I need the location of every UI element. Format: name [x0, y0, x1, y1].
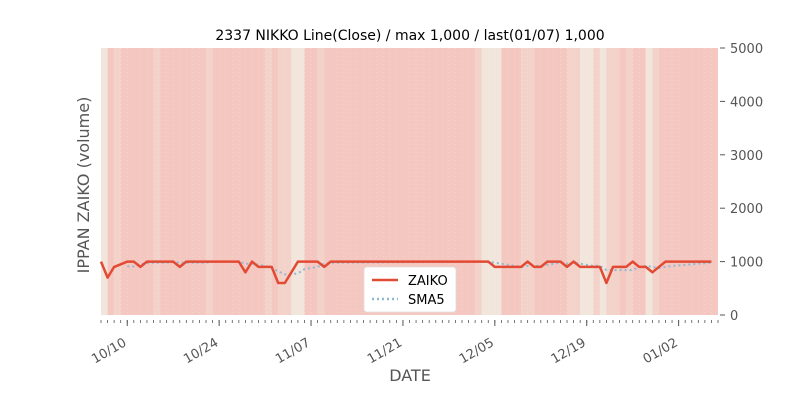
- background-band: [153, 48, 161, 315]
- background-band: [291, 48, 305, 315]
- background-band: [645, 48, 653, 315]
- x-axis-label: DATE: [389, 366, 431, 385]
- background-band: [632, 48, 646, 315]
- background-band: [212, 48, 266, 315]
- background-band: [265, 48, 272, 315]
- background-band: [160, 48, 207, 315]
- legend: ZAIKO SMA5: [363, 266, 457, 313]
- background-band: [606, 48, 620, 315]
- background-band: [107, 48, 115, 315]
- x-tick-label: 11/07: [273, 335, 313, 367]
- y-axis-label: IPPAN ZAIKO (volume): [74, 97, 93, 274]
- background-band: [521, 48, 535, 315]
- background-band: [114, 48, 121, 315]
- series-line-zaiko: [99, 260, 712, 285]
- background-band: [652, 48, 659, 315]
- background-band: [120, 48, 154, 315]
- x-tick-label: 10/10: [89, 335, 129, 367]
- chart-title: 2337 NIKKO Line(Close) / max 1,000 / las…: [215, 28, 604, 44]
- background-bands: [100, 48, 719, 315]
- y-tick-label: 4000: [730, 95, 763, 110]
- background-band: [271, 48, 279, 315]
- background-band: [580, 48, 594, 315]
- background-band: [567, 48, 581, 315]
- background-band: [534, 48, 568, 315]
- background-band: [317, 48, 325, 315]
- background-band: [278, 48, 292, 315]
- background-band: [206, 48, 213, 315]
- x-tick-label: 10/24: [181, 335, 221, 367]
- y-tick-label: 5000: [730, 42, 763, 57]
- y-tick-label: 2000: [730, 202, 763, 217]
- x-tick-label: 11/21: [365, 335, 405, 367]
- background-band: [475, 48, 482, 315]
- background-band: [619, 48, 627, 315]
- x-axis-ticks: 10/10 10/24 11/07 11/21 12/05 12/19 01/02: [89, 320, 719, 367]
- x-tick-label: 12/05: [457, 335, 497, 367]
- series-line-sma5: [127, 260, 712, 276]
- background-band: [593, 48, 600, 315]
- background-band: [304, 48, 318, 315]
- y-tick-label: 0: [730, 309, 738, 324]
- series-lines: [99, 260, 712, 285]
- y-axis-ticks: 0 1000 2000 3000 4000 5000: [720, 42, 763, 324]
- background-band: [658, 48, 718, 315]
- y-tick-label: 3000: [730, 149, 763, 164]
- legend-sma5-label: SMA5: [408, 293, 445, 308]
- background-band: [626, 48, 633, 315]
- background-band: [599, 48, 607, 315]
- x-tick-label: 12/19: [549, 335, 589, 367]
- background-band: [101, 48, 108, 315]
- y-tick-label: 1000: [730, 256, 763, 271]
- x-tick-label: 01/02: [641, 335, 681, 367]
- background-band: [481, 48, 502, 315]
- legend-box: [363, 266, 457, 313]
- legend-zaiko-label: ZAIKO: [408, 274, 448, 289]
- background-band: [501, 48, 522, 315]
